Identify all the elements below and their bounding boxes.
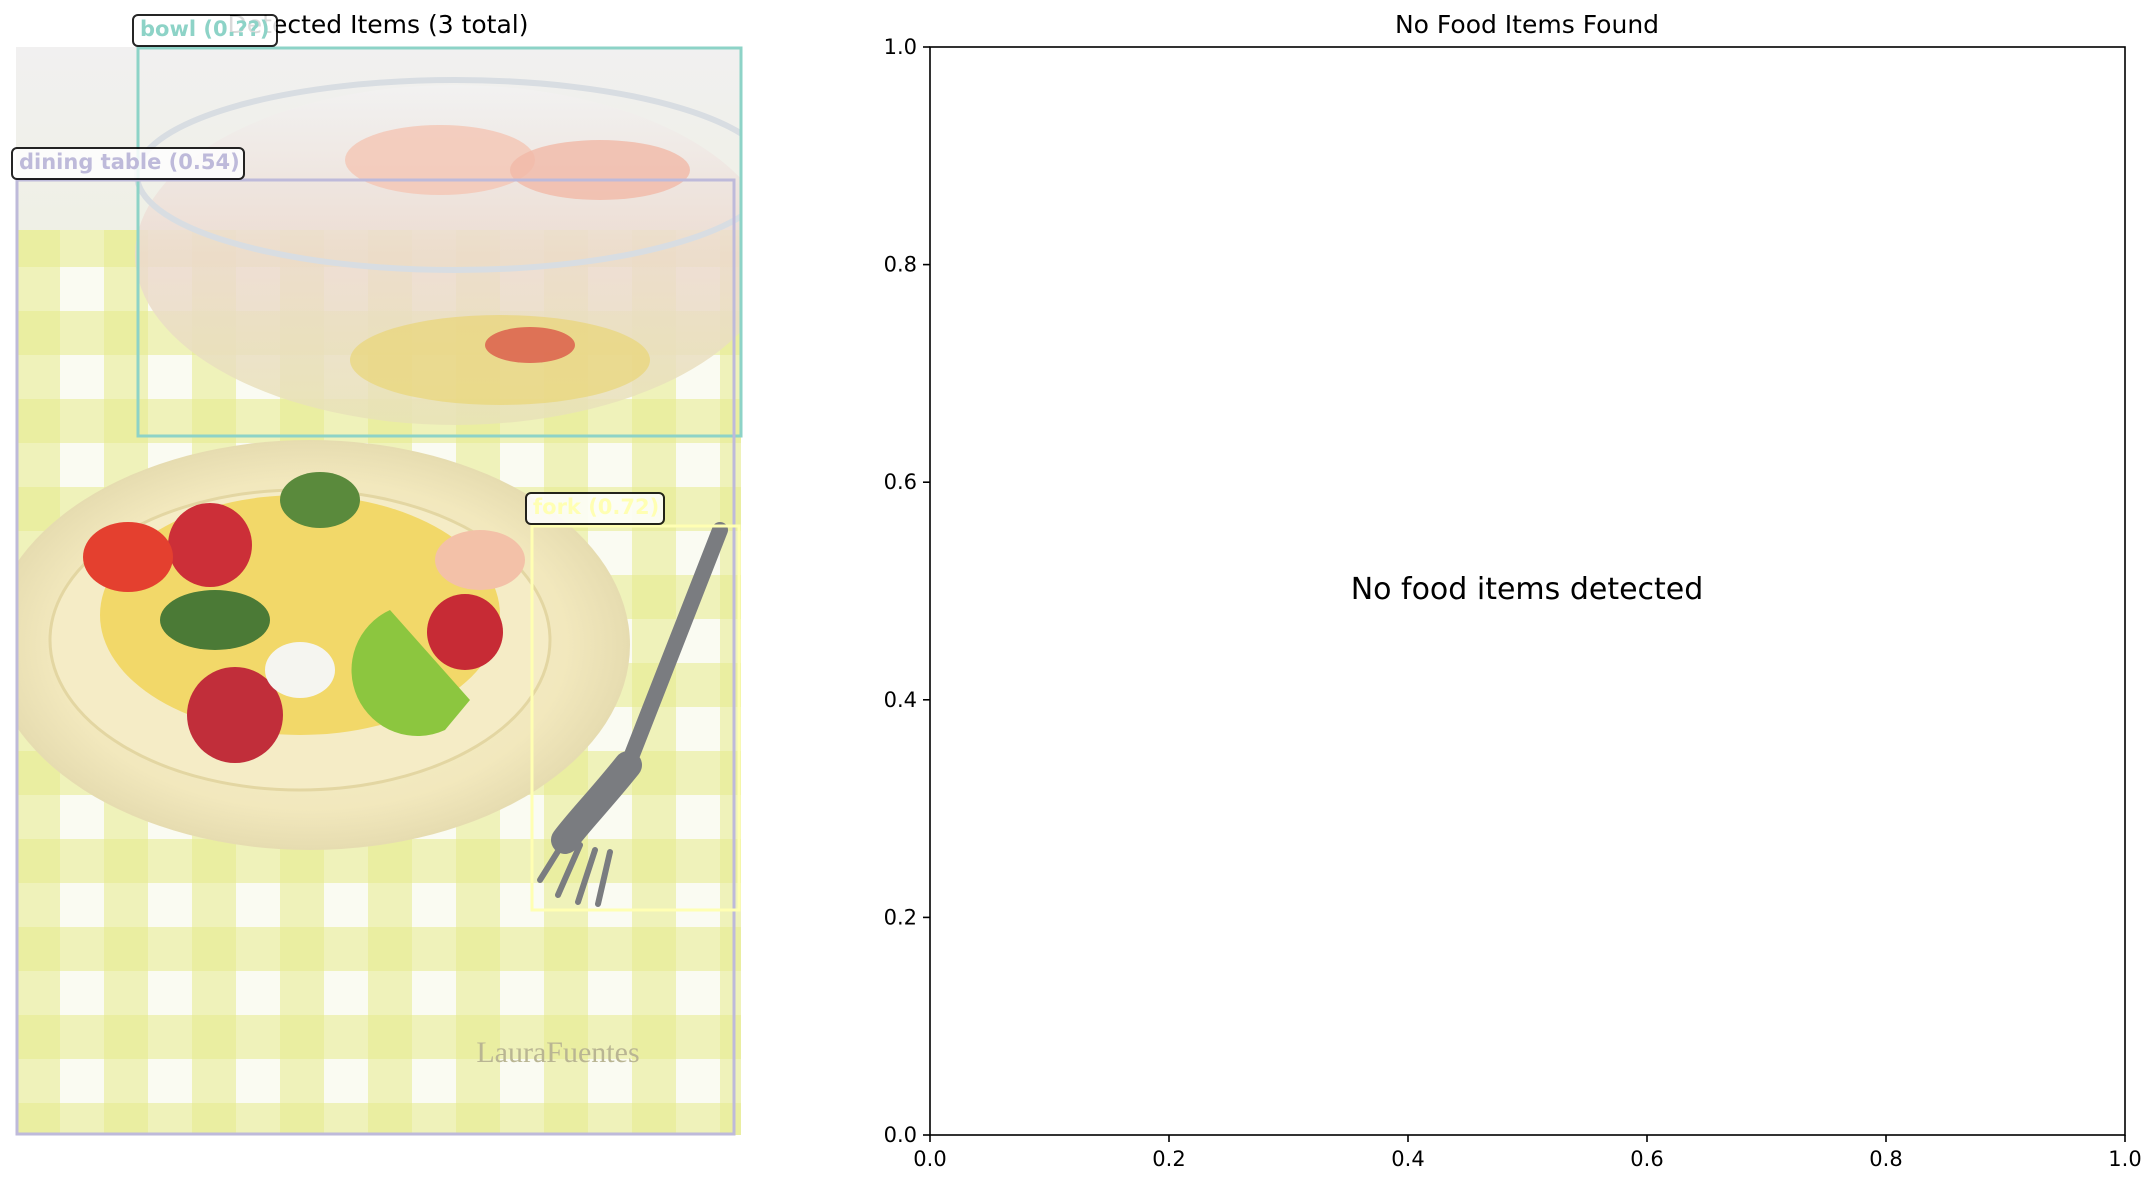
plot-area — [929, 46, 2126, 1136]
fork-label-text: fork (0.72) — [533, 495, 659, 519]
y-axis: 0.0 0.2 0.4 0.6 0.8 1.0 — [884, 35, 930, 1147]
x-tick-label: 0.4 — [1391, 1147, 1424, 1171]
y-tick-label: 0.2 — [884, 905, 917, 929]
dining-table-detection-box — [15, 178, 736, 1136]
photo-watermark: LauraFuentes — [476, 1036, 639, 1069]
x-tick-label: 0.0 — [913, 1147, 946, 1171]
detection-panel: Detected Items (3 total) — [11, 10, 743, 1136]
dining-table-detection-label: dining table (0.54) — [11, 147, 245, 180]
no-items-message: No food items detected — [1351, 572, 1704, 607]
fork — [537, 522, 728, 907]
y-tick-label: 1.0 — [884, 35, 917, 59]
glass-bowl — [134, 77, 741, 425]
fork-detection-label: fork (0.72) — [525, 492, 665, 525]
x-tick-label: 0.2 — [1152, 1147, 1185, 1171]
y-tick-label: 0.4 — [884, 688, 917, 712]
y-tick-label: 0.8 — [884, 253, 917, 277]
y-tick-label: 0.0 — [884, 1123, 917, 1147]
x-tick-label: 0.8 — [1869, 1147, 1902, 1171]
x-axis: 0.0 0.2 0.4 0.6 0.8 1.0 — [913, 1135, 2142, 1171]
bowl-label-text: bowl (0.??) — [140, 17, 270, 41]
dining-table-label-text: dining table (0.54) — [19, 150, 240, 174]
food-axes: No Food Items Found No food items detect… — [884, 10, 2142, 1171]
food-photo: LauraFuentes — [16, 47, 741, 1135]
salad-plate — [16, 440, 630, 850]
x-tick-label: 1.0 — [2108, 1147, 2141, 1171]
x-tick-label: 0.6 — [1630, 1147, 1663, 1171]
bowl-detection-label: bowl (0.??) — [132, 14, 278, 47]
bowl-detection-box — [136, 46, 743, 438]
axes-title: No Food Items Found — [1395, 10, 1659, 39]
y-tick-label: 0.6 — [884, 470, 917, 494]
fork-detection-box — [530, 524, 741, 912]
